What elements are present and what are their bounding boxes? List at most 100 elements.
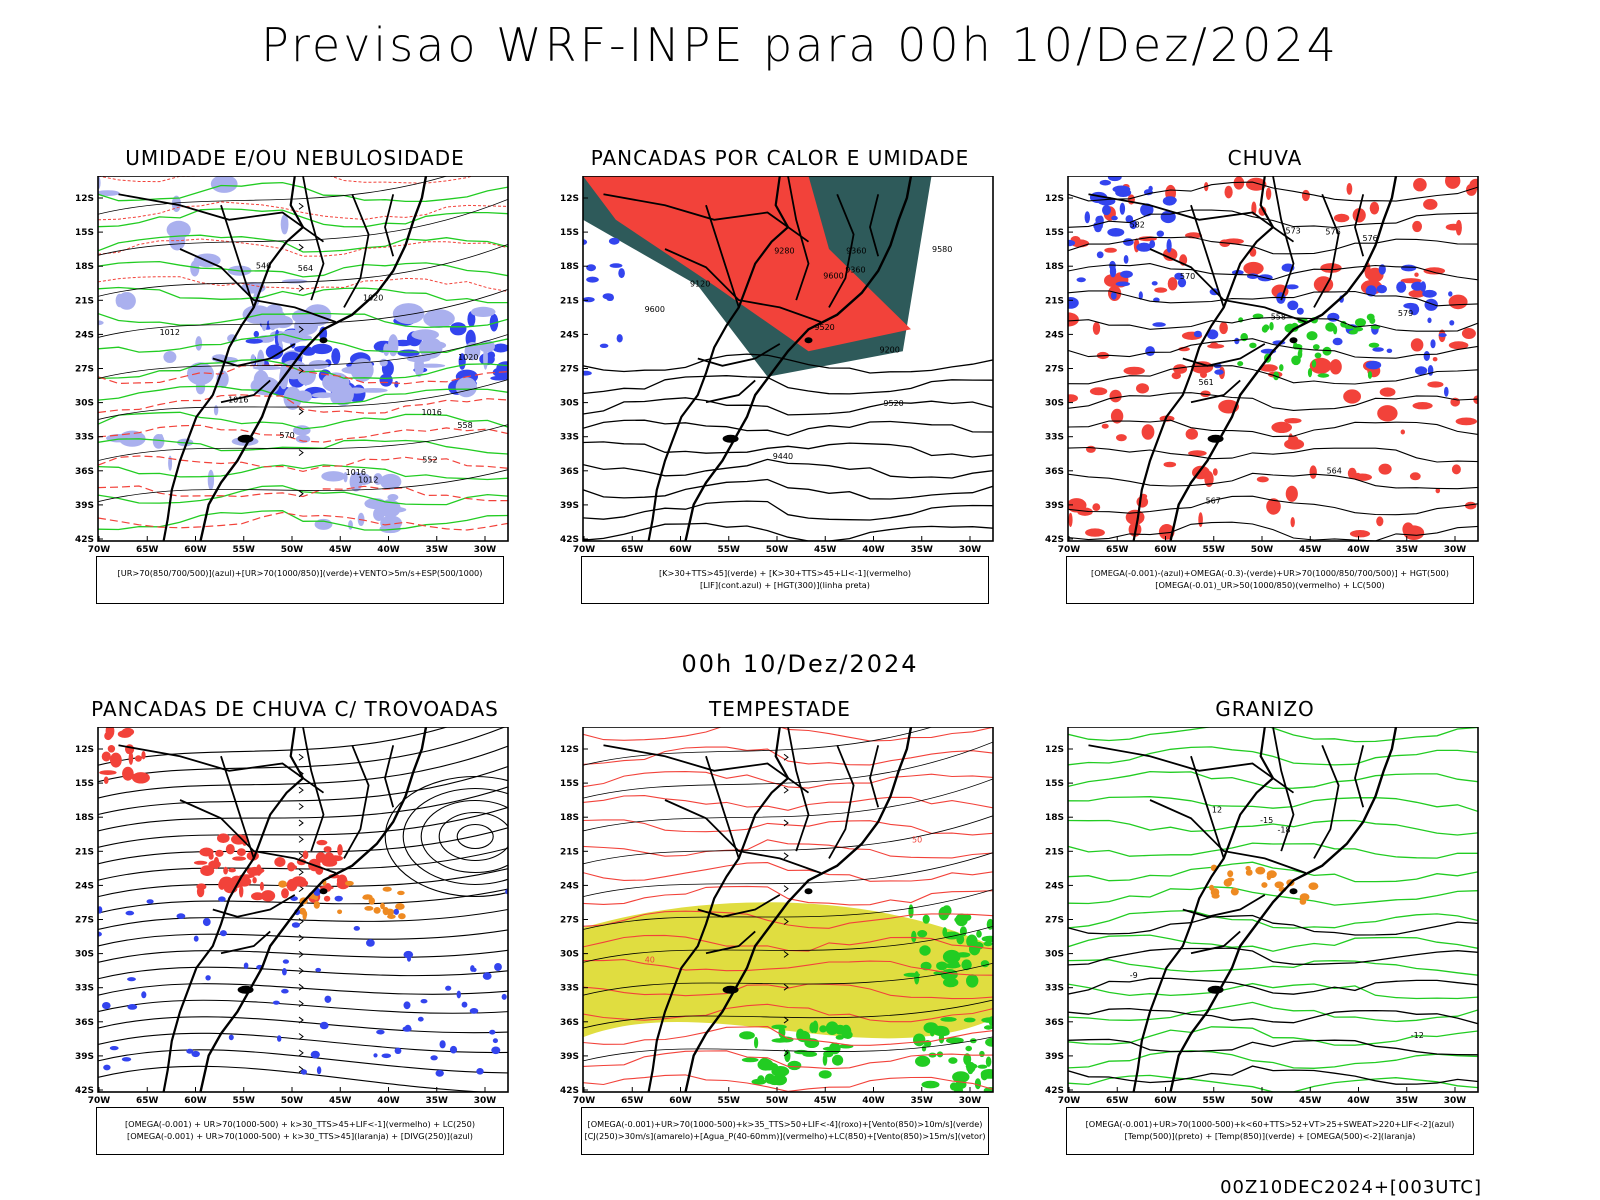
lat-label: 42S <box>1045 535 1064 545</box>
contour-label: 9440 <box>773 452 793 461</box>
storm-patch-red <box>323 895 331 902</box>
rain-patch-blue <box>1098 215 1104 227</box>
storm-patch-red <box>101 751 111 762</box>
rain-patch-green <box>1367 371 1373 379</box>
map-layer: 1012101210161016102010201016570564558552… <box>98 176 508 534</box>
wind850-green <box>829 1042 841 1055</box>
lat-label: 36S <box>75 467 94 477</box>
legend-line: [OMEGA(-0.001)-(azul)+OMEGA(-0.3)-(verde… <box>1091 568 1449 578</box>
legend-line: [CJ(250)>30m/s](amarelo)+[Agua_P(40-60mm… <box>584 1131 986 1141</box>
rain-patch-red <box>1085 528 1105 537</box>
wind-vector <box>583 815 993 865</box>
contour-label: 546 <box>256 261 271 270</box>
rain-patch-red <box>1173 364 1188 374</box>
hgt-contour <box>583 522 993 541</box>
legend-line: [LIF](cont.azul) + [HGT(300)](linha pret… <box>699 580 871 590</box>
wind850-green <box>946 1037 964 1044</box>
temp850-contour <box>1068 982 1478 1000</box>
wind-arrow <box>298 950 304 958</box>
contour-label: -9 <box>1130 971 1138 980</box>
storm-patch-red <box>261 890 276 902</box>
storm-patch-red <box>218 879 226 890</box>
panel-title: TEMPESTADE <box>709 697 851 721</box>
border-line <box>664 248 822 323</box>
humidity-patch-light <box>210 176 238 193</box>
wind-vector <box>583 1036 993 1062</box>
rain-patch-blue <box>1430 339 1436 349</box>
storm-patch-red <box>208 860 221 869</box>
wind850-green <box>760 1062 779 1071</box>
red-dot <box>329 275 336 281</box>
rain-patch-blue <box>1403 302 1418 309</box>
wind-arrow <box>298 243 304 251</box>
wind850-green <box>965 1045 972 1052</box>
humidity-contour-green <box>98 234 508 253</box>
panel-granizo: GRANIZO -9 -12 -15 -18 12 12S 15S 18S 21S 24S 27S 3… <box>1030 697 1500 1177</box>
divg-contour-blue <box>476 1068 484 1075</box>
storm-patch-orange <box>313 901 320 909</box>
humidity-patch-light <box>281 279 308 284</box>
thickness-contour <box>98 238 508 257</box>
wind-arrow <box>298 202 304 210</box>
rain-patch-blue <box>1365 285 1377 297</box>
divg-contour-blue <box>492 1038 498 1044</box>
wind-arrow <box>298 934 304 942</box>
wind850-green <box>961 959 972 971</box>
humidity-patch-light <box>252 365 282 370</box>
humidity-patch-blue <box>379 373 393 387</box>
rain-patch-green <box>1261 325 1268 333</box>
contour-label: 9120 <box>690 280 710 289</box>
lat-label: 30S <box>1045 950 1064 960</box>
precip-water-contour <box>583 819 993 836</box>
divg-contour-blue <box>461 1001 468 1008</box>
lat-label: 12S <box>560 745 579 755</box>
divg-contour-blue <box>489 1029 496 1035</box>
rain-patch-red <box>1171 372 1181 380</box>
panel-title: PANCADAS DE CHUVA C/ TROVOADAS <box>91 697 499 721</box>
wind-vector <box>98 424 508 462</box>
hgt500-contour <box>1068 472 1478 490</box>
rain-patch-red <box>1409 472 1421 481</box>
red-dot <box>364 204 372 208</box>
border-line <box>828 193 855 308</box>
rain-patch-blue <box>1111 215 1118 221</box>
humidity-patch-light <box>195 336 203 351</box>
wind850-green <box>843 1030 853 1039</box>
border-line <box>1313 193 1340 308</box>
wind-arrow <box>298 868 304 876</box>
contour-label: 573 <box>1286 227 1301 236</box>
contour-label: 40 <box>645 956 655 965</box>
divg-contour-blue <box>491 1046 501 1055</box>
storm-patch-red <box>232 856 247 861</box>
lat-label: 42S <box>75 535 94 545</box>
divg-contour-blue <box>202 917 211 927</box>
rain-patch-blue <box>1123 255 1129 264</box>
map-frame <box>582 176 994 542</box>
divg-contour-blue <box>300 1069 307 1075</box>
streamline <box>98 766 508 816</box>
divg-contour-blue <box>402 1026 412 1032</box>
temp850-contour <box>1068 959 1478 976</box>
border-line <box>220 379 271 404</box>
map-frame <box>1067 176 1479 542</box>
storm-patch-red <box>252 877 257 884</box>
lake <box>237 985 254 994</box>
rain-patch-green <box>1311 359 1317 368</box>
lat-label: 21S <box>75 296 94 306</box>
rain-patch-red <box>1123 366 1145 375</box>
wind-arrow <box>298 1000 304 1008</box>
humidity-contour-green <box>98 438 508 455</box>
storm-patch-red <box>228 868 236 873</box>
streamline <box>98 966 508 980</box>
humidity-patch-light <box>98 190 120 196</box>
lake <box>1207 985 1224 994</box>
border-line <box>697 343 781 367</box>
lake <box>722 985 739 994</box>
humidity-patch-light <box>379 358 388 367</box>
wind-vector <box>98 289 508 338</box>
wind-arrow <box>298 1016 304 1024</box>
divg-contour-blue <box>121 1057 132 1062</box>
thickness-contour <box>98 511 508 531</box>
